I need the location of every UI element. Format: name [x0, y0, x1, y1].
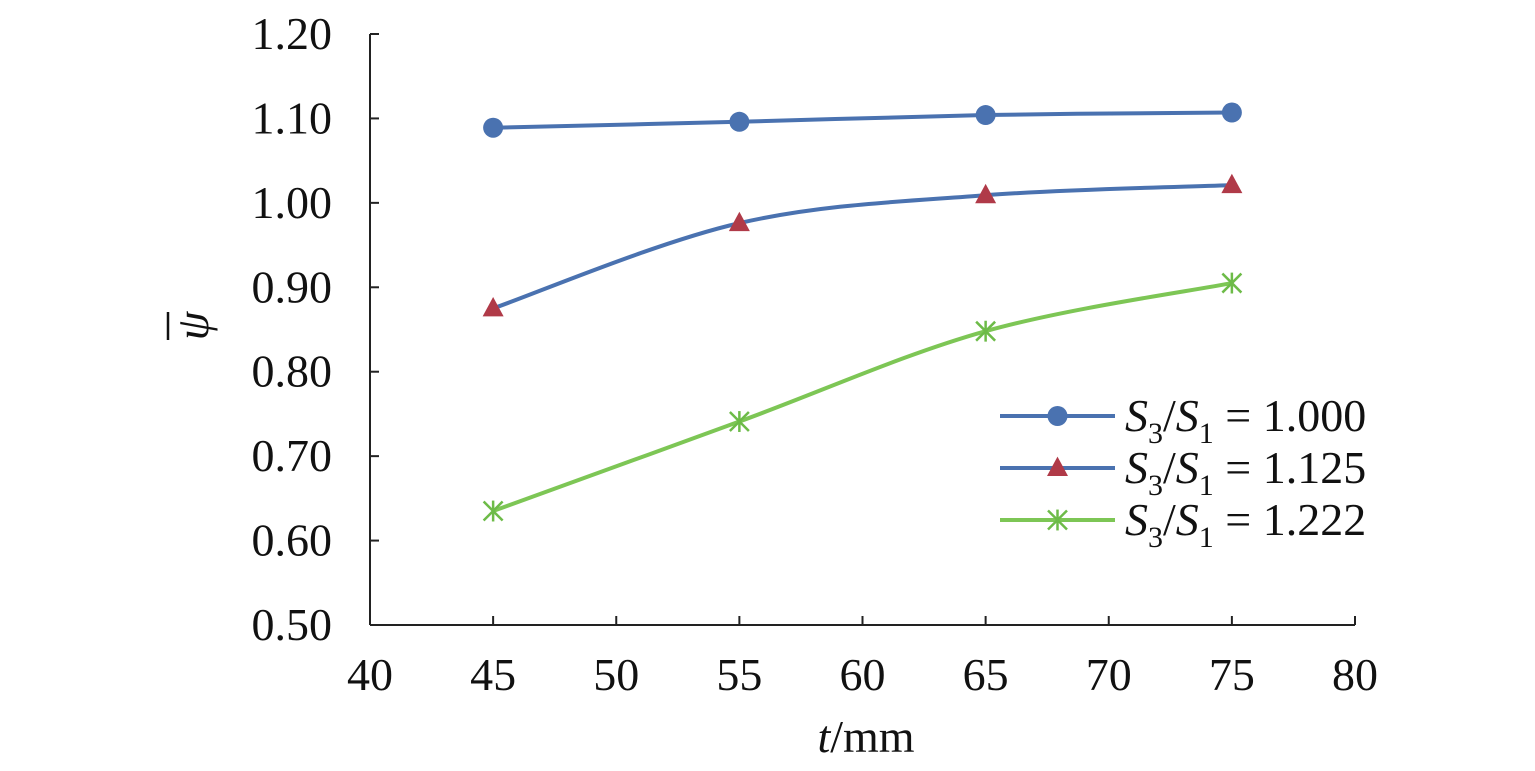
series-2	[482, 173, 1243, 317]
series-3	[482, 272, 1243, 522]
legend-item: S3/S1 = 1.222	[1000, 494, 1366, 554]
x-ticks: 40 45 50 55 60 65 70 75 80	[347, 616, 1378, 700]
data-point-triangle	[482, 296, 504, 317]
y-tick-label: 0.90	[252, 261, 333, 312]
legend-label: S3/S1 = 1.000	[1125, 390, 1366, 450]
data-point-triangle	[1047, 456, 1068, 476]
data-point-asterisk	[975, 320, 997, 342]
data-point-triangle	[728, 211, 750, 232]
x-tick-label: 55	[716, 649, 762, 700]
series-line	[492, 281, 1233, 513]
x-tick-label: 40	[347, 649, 393, 700]
data-point-circle	[975, 105, 996, 126]
x-tick-label: 60	[840, 649, 886, 700]
data-point-triangle	[1221, 173, 1243, 194]
legend-item: S3/S1 = 1.000	[1000, 390, 1366, 450]
x-tick-label: 70	[1086, 649, 1132, 700]
y-tick-label: 0.60	[252, 515, 333, 566]
x-tick-label: 80	[1332, 649, 1378, 700]
series-line	[492, 183, 1232, 311]
legend-label: S3/S1 = 1.125	[1125, 442, 1366, 502]
x-tick-label: 45	[470, 649, 516, 700]
x-axis-title-var: t	[817, 711, 831, 762]
y-tick-label: 0.70	[252, 430, 333, 481]
x-axis-title: t/mm	[817, 711, 914, 762]
series-1	[483, 102, 1242, 138]
y-tick-label: 0.50	[252, 599, 333, 650]
legend-label: S3/S1 = 1.222	[1125, 494, 1366, 554]
x-tick-label: 65	[963, 649, 1009, 700]
data-point-circle	[1221, 102, 1242, 123]
x-axis-title-unit: /mm	[830, 711, 915, 762]
data-point-triangle	[975, 183, 997, 204]
data-point-asterisk	[1221, 272, 1243, 294]
data-point-asterisk	[728, 411, 750, 432]
legend-item: S3/S1 = 1.125	[1000, 442, 1366, 502]
data-point-asterisk	[482, 500, 504, 522]
y-tick-label: 1.20	[252, 8, 333, 59]
data-point-circle	[483, 117, 504, 138]
series-layer	[482, 102, 1243, 522]
x-tick-label: 50	[593, 649, 639, 700]
y-tick-label: 1.00	[252, 177, 333, 228]
data-point-circle	[729, 111, 750, 132]
y-tick-label: 0.80	[252, 346, 333, 397]
series-line	[493, 110, 1232, 130]
y-axis-title-text: ψ	[167, 310, 218, 340]
y-tick-label: 1.10	[252, 92, 333, 143]
y-axis-title: ψ	[166, 310, 218, 340]
axes: 40 45 50 55 60 65 70 75 80 0.50 0.60 0.70 0.80 0.90 1…	[252, 8, 1379, 700]
data-point-asterisk	[1047, 509, 1068, 531]
data-point-circle	[1047, 406, 1068, 426]
y-ticks: 0.50 0.60 0.70 0.80 0.90 1.00 1.10 1.20	[252, 8, 379, 650]
x-tick-label: 75	[1209, 649, 1255, 700]
